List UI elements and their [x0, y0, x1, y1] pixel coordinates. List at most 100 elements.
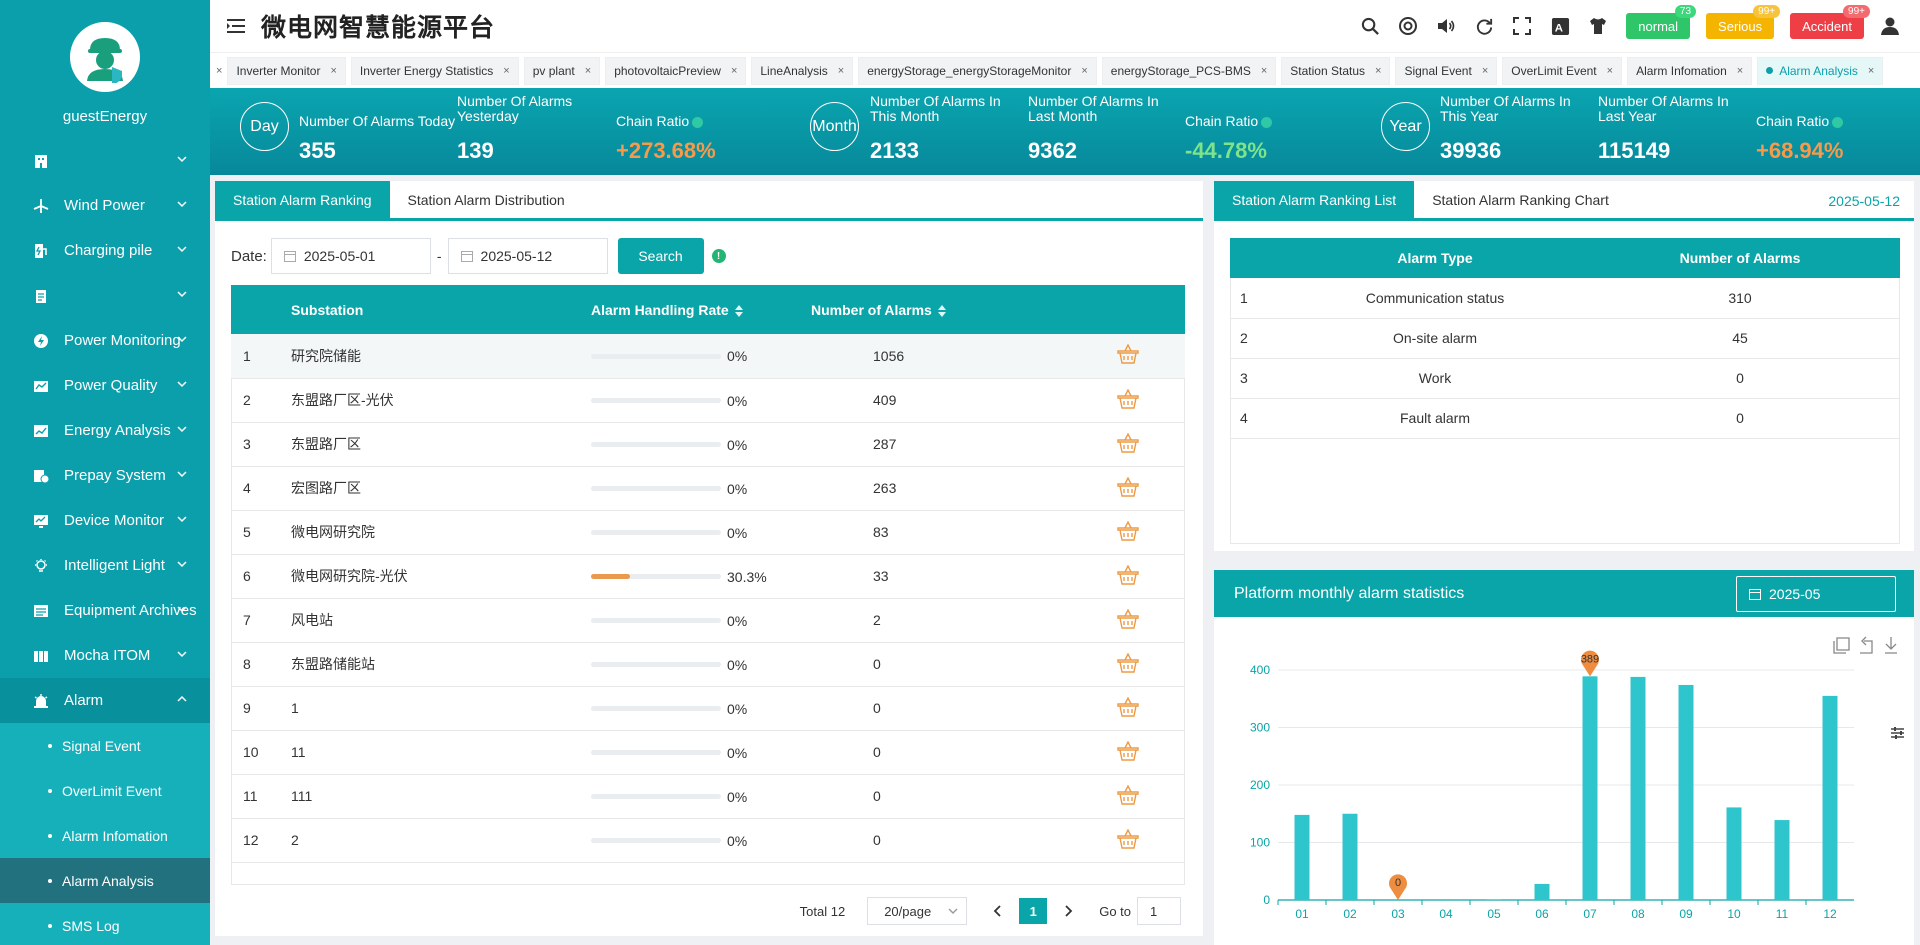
- basket-icon[interactable]: [1117, 431, 1139, 453]
- fullscreen-icon[interactable]: [1512, 16, 1532, 36]
- bar-08[interactable]: [1630, 676, 1646, 900]
- close-icon[interactable]: ×: [1606, 64, 1614, 77]
- sidebar-item-mocha-itom[interactable]: Mocha ITOM: [0, 633, 210, 678]
- bar-09[interactable]: [1678, 684, 1694, 900]
- bar-11[interactable]: [1774, 820, 1790, 900]
- table-row[interactable]: 8 东盟路储能站 0% 0: [231, 642, 1185, 687]
- help-lifebuoy-icon[interactable]: [1398, 16, 1418, 36]
- tab-inverter-monitor[interactable]: Inverter Monitor ×: [227, 56, 346, 85]
- bar-12[interactable]: [1822, 695, 1838, 900]
- bar-06[interactable]: [1534, 883, 1550, 900]
- sidebar-item-wind-power[interactable]: Wind Power: [0, 183, 210, 228]
- translate-icon[interactable]: A: [1550, 16, 1570, 36]
- submenu-item-signal-event[interactable]: Signal Event: [0, 723, 210, 768]
- hamburger-icon[interactable]: [227, 19, 245, 33]
- tab-alarm-infomation[interactable]: Alarm Infomation ×: [1627, 56, 1753, 85]
- sidebar-item-equipment-archives[interactable]: Equipment Archives: [0, 588, 210, 633]
- close-icon[interactable]: ×: [330, 64, 337, 77]
- close-icon[interactable]: ×: [1260, 64, 1268, 77]
- goto-page-input[interactable]: 1: [1137, 897, 1181, 925]
- close-icon[interactable]: ×: [837, 64, 845, 77]
- tab-lineanalysis[interactable]: LineAnalysis ×: [751, 56, 854, 85]
- tab-signal-event[interactable]: Signal Event ×: [1395, 56, 1498, 85]
- table-row[interactable]: 9 1 0% 0: [231, 686, 1185, 731]
- basket-icon[interactable]: [1117, 783, 1139, 805]
- download-icon[interactable]: [1885, 637, 1897, 654]
- tab-ranking-list[interactable]: Station Alarm Ranking List: [1214, 181, 1415, 218]
- sidebar-item-intelligent-light[interactable]: Intelligent Light: [0, 543, 210, 588]
- page-number-current[interactable]: 1: [1019, 898, 1048, 924]
- tab-overlimit-event[interactable]: OverLimit Event ×: [1502, 56, 1623, 85]
- sidebar-item-charging-pile[interactable]: Charging pile: [0, 228, 210, 273]
- bar-10[interactable]: [1726, 807, 1742, 900]
- basket-icon[interactable]: [1117, 739, 1139, 761]
- table-row[interactable]: 7 风电站 0% 2: [231, 598, 1185, 643]
- close-icon[interactable]: ×: [1736, 64, 1744, 77]
- tab-pv-plant[interactable]: pv plant ×: [523, 56, 601, 85]
- submenu-item-alarm-infomation[interactable]: Alarm Infomation: [0, 813, 210, 858]
- date-from-input[interactable]: 2025-05-01: [270, 238, 431, 274]
- table-row[interactable]: 1 研究院储能 0% 1056: [231, 334, 1185, 379]
- zoom-reset-icon[interactable]: [1860, 636, 1873, 654]
- warning-info-icon[interactable]: !: [711, 249, 726, 263]
- sort-icon[interactable]: [937, 304, 946, 317]
- accident-alarm-button[interactable]: Accident 99+: [1790, 5, 1870, 39]
- table-row[interactable]: 12 2 0% 0: [231, 818, 1185, 863]
- info-hint-icon[interactable]: [692, 116, 704, 128]
- table-row[interactable]: 10 11 0% 0: [231, 730, 1185, 775]
- serious-alarm-button[interactable]: Serious 99+: [1706, 5, 1781, 39]
- search-button[interactable]: Search: [617, 238, 704, 274]
- table-row[interactable]: 2 东盟路厂区-光伏 0% 409: [231, 378, 1185, 423]
- sidebar-item-unnamed-0[interactable]: [0, 138, 210, 183]
- col-alarm-count[interactable]: Number of Alarms: [811, 285, 1071, 334]
- tab-station-alarm-distribution[interactable]: Station Alarm Distribution: [407, 191, 565, 208]
- volume-icon[interactable]: [1436, 16, 1456, 36]
- table-row[interactable]: 4 宏图路厂区 0% 263: [231, 466, 1185, 511]
- submenu-item-alarm-analysis[interactable]: Alarm Analysis: [0, 858, 210, 903]
- theme-shirt-icon[interactable]: [1588, 16, 1608, 36]
- submenu-item-overlimit-event[interactable]: OverLimit Event: [0, 768, 210, 813]
- close-icon[interactable]: ×: [1481, 64, 1489, 77]
- basket-icon[interactable]: [1117, 519, 1139, 541]
- table-row[interactable]: 5 微电网研究院 0% 83: [231, 510, 1185, 555]
- tab-photovoltaicpreview[interactable]: photovoltaicPreview ×: [605, 56, 747, 85]
- submenu-item-sms-log[interactable]: SMS Log: [0, 903, 210, 945]
- sidebar-item-unnamed-3[interactable]: [0, 273, 210, 318]
- basket-icon[interactable]: [1117, 695, 1139, 717]
- sidebar-item-power-quality[interactable]: Power Quality: [0, 363, 210, 408]
- basket-icon[interactable]: [1117, 475, 1139, 497]
- search-icon[interactable]: [1360, 16, 1380, 36]
- close-icon[interactable]: ×: [1375, 64, 1382, 77]
- next-page-icon[interactable]: [1063, 905, 1073, 917]
- sort-icon[interactable]: [734, 304, 743, 317]
- basket-icon[interactable]: [1117, 343, 1139, 364]
- table-row[interactable]: 11 111 0% 0: [231, 774, 1185, 819]
- close-icon[interactable]: ×: [584, 64, 592, 77]
- tab-station-alarm-ranking[interactable]: Station Alarm Ranking: [215, 181, 390, 218]
- prev-page-icon[interactable]: [993, 905, 1003, 917]
- tab-close-partial[interactable]: ×: [216, 64, 223, 77]
- user-icon[interactable]: [1880, 16, 1900, 36]
- tab-energystorage-energystoragemonitor[interactable]: energyStorage_energyStorageMonitor ×: [858, 56, 1097, 85]
- normal-alarm-button[interactable]: normal 73: [1626, 5, 1697, 39]
- table-row[interactable]: 6 微电网研究院-光伏 30.3% 33: [231, 554, 1185, 599]
- date-to-input[interactable]: 2025-05-12: [447, 238, 608, 274]
- zoom-icon[interactable]: [1833, 637, 1850, 654]
- bar-01[interactable]: [1294, 814, 1310, 900]
- tab-energystorage-pcs-bms[interactable]: energyStorage_PCS-BMS ×: [1101, 56, 1277, 85]
- basket-icon[interactable]: [1117, 607, 1139, 629]
- bar-05[interactable]: [1486, 899, 1502, 900]
- basket-icon[interactable]: [1117, 827, 1139, 849]
- tab-inverter-energy-statistics[interactable]: Inverter Energy Statistics ×: [350, 56, 519, 85]
- tab-alarm-analysis[interactable]: Alarm Analysis ×: [1757, 56, 1884, 85]
- month-picker[interactable]: 2025-05: [1736, 576, 1896, 612]
- basket-icon[interactable]: [1117, 387, 1139, 409]
- avatar[interactable]: [70, 22, 140, 92]
- basket-icon[interactable]: [1117, 651, 1139, 673]
- close-icon[interactable]: ×: [503, 64, 510, 77]
- chart-settings-icon[interactable]: [1891, 727, 1904, 739]
- close-icon[interactable]: ×: [730, 64, 738, 77]
- page-size-select[interactable]: 20/page: [867, 897, 968, 925]
- sidebar-item-prepay-system[interactable]: Prepay System: [0, 453, 210, 498]
- tab-ranking-chart[interactable]: Station Alarm Ranking Chart: [1432, 191, 1609, 208]
